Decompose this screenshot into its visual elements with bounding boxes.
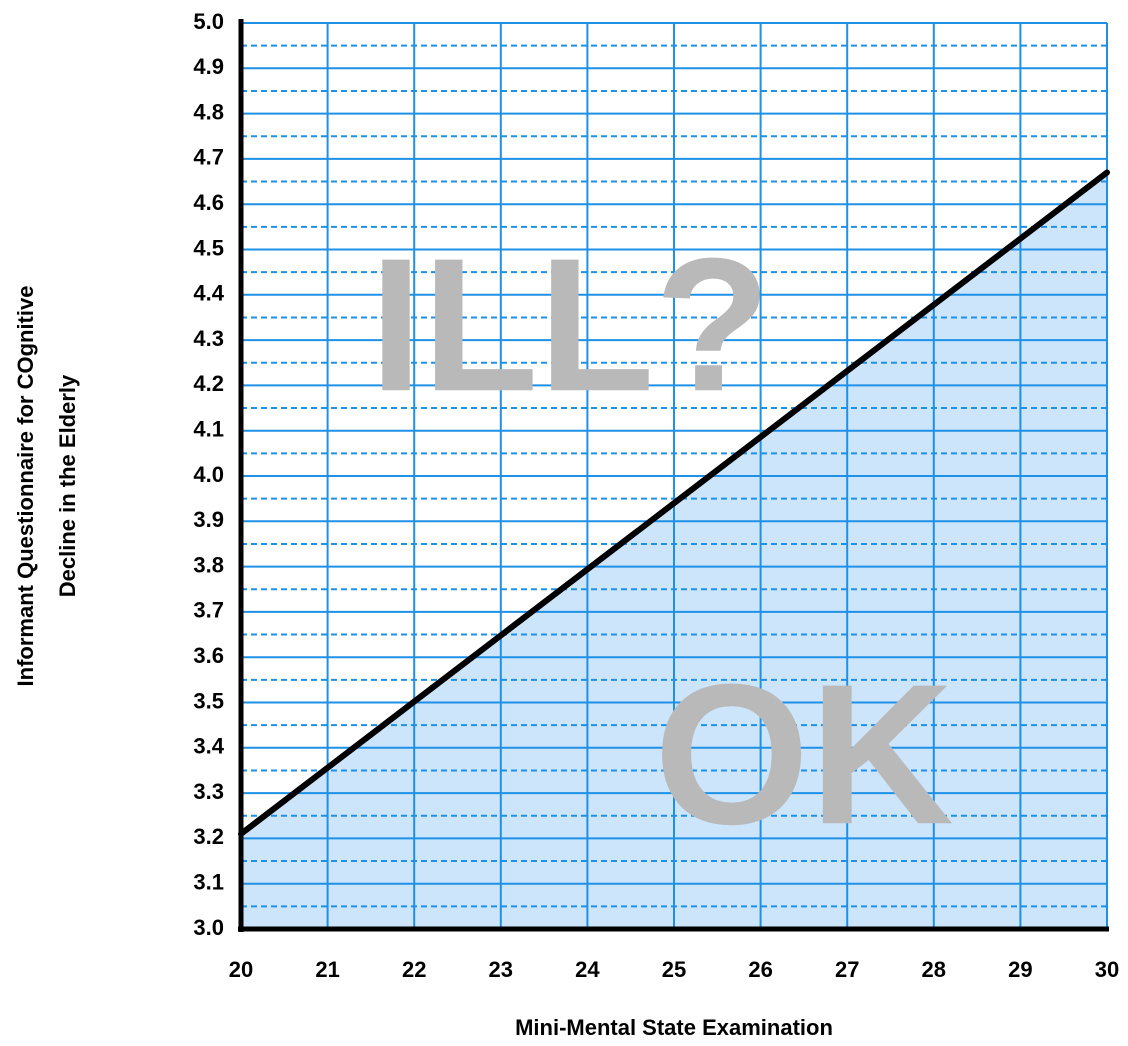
- y-tick-label: 3.5: [193, 688, 224, 713]
- y-tick-label: 3.2: [193, 824, 224, 849]
- y-tick-label: 4.2: [193, 371, 224, 396]
- x-tick-label: 28: [922, 957, 946, 982]
- series-line: [238, 169, 1110, 837]
- y-tick-label: 3.3: [193, 779, 224, 804]
- x-tick-label: 27: [835, 957, 859, 982]
- y-tick-label: 3.9: [193, 507, 224, 532]
- region-label-ok: OK: [654, 643, 954, 866]
- axis-layer: [238, 19, 1109, 932]
- y-tick-label: 4.1: [193, 417, 224, 442]
- y-tick-label: 4.3: [193, 326, 224, 351]
- y-tick-label: 4.9: [193, 54, 224, 79]
- y-tick-label: 4.4: [193, 281, 224, 306]
- region-label-layer: ILL? OK: [370, 219, 954, 866]
- y-tick-label: 4.6: [193, 190, 224, 215]
- y-tick-label: 3.1: [193, 870, 224, 895]
- x-tick-label: 25: [662, 957, 686, 982]
- x-tick-label: 21: [315, 957, 339, 982]
- x-tick-label: 23: [489, 957, 513, 982]
- y-tick-label: 4.0: [193, 462, 224, 487]
- y-axis-title-line-1: Informant Questionnaire for COgnitive: [13, 286, 38, 687]
- x-tick-label: 30: [1095, 957, 1119, 982]
- x-tick-label: 26: [748, 957, 772, 982]
- x-axis-title: Mini-Mental State Examination: [515, 1015, 833, 1040]
- y-tick-label: 4.7: [193, 145, 224, 170]
- y-tick-label: 3.6: [193, 643, 224, 668]
- y-tick-label: 5.0: [193, 9, 224, 34]
- y-tick-label: 3.7: [193, 598, 224, 623]
- y-tick-label: 3.4: [193, 734, 224, 759]
- x-tick-label: 20: [229, 957, 253, 982]
- tick-label-layer: 3.0 3.1 3.2 3.3 3.4 3.5 3.6 3.7 3.8 3.9 4.0 4.1 4.2 4…: [193, 9, 1119, 982]
- grid-layer: [240, 22, 1108, 930]
- region-label-ill: ILL?: [370, 219, 771, 431]
- y-tick-label: 4.8: [193, 99, 224, 124]
- axis-title-layer: Mini-Mental State Examination Informant …: [13, 286, 833, 1040]
- y-tick-label: 4.5: [193, 235, 224, 260]
- x-tick-label: 22: [402, 957, 426, 982]
- x-tick-label: 24: [575, 957, 600, 982]
- x-tick-label: 29: [1008, 957, 1032, 982]
- y-axis-title-line-2: Decline in the Elderly: [55, 374, 80, 597]
- y-tick-label: 3.0: [193, 915, 224, 940]
- y-tick-label: 3.8: [193, 552, 224, 577]
- series-line-layer: [238, 169, 1110, 837]
